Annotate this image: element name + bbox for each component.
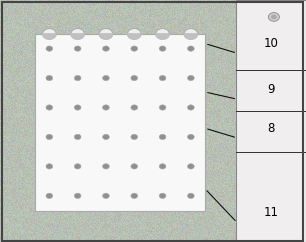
Circle shape xyxy=(188,164,194,169)
Text: 10: 10 xyxy=(263,37,278,50)
Circle shape xyxy=(188,193,194,198)
Bar xyxy=(35,34,205,211)
Circle shape xyxy=(131,76,138,81)
Circle shape xyxy=(131,105,138,110)
Circle shape xyxy=(128,29,141,39)
Polygon shape xyxy=(156,34,169,39)
Circle shape xyxy=(159,105,166,110)
Circle shape xyxy=(131,193,138,198)
Circle shape xyxy=(103,105,109,110)
Circle shape xyxy=(159,193,166,198)
Circle shape xyxy=(103,76,109,81)
Circle shape xyxy=(159,134,166,140)
Polygon shape xyxy=(43,34,56,39)
Circle shape xyxy=(103,164,109,169)
Circle shape xyxy=(103,134,109,140)
Circle shape xyxy=(131,164,138,169)
Polygon shape xyxy=(99,34,113,39)
Bar xyxy=(236,0,306,242)
Text: 8: 8 xyxy=(267,122,274,135)
Circle shape xyxy=(271,15,277,19)
Circle shape xyxy=(74,164,81,169)
Polygon shape xyxy=(71,34,84,39)
Circle shape xyxy=(159,164,166,169)
Circle shape xyxy=(99,29,113,39)
Circle shape xyxy=(74,46,81,51)
Polygon shape xyxy=(184,34,198,39)
Circle shape xyxy=(71,29,84,39)
Circle shape xyxy=(131,46,138,51)
Circle shape xyxy=(103,193,109,198)
Circle shape xyxy=(46,46,53,51)
Circle shape xyxy=(74,193,81,198)
Circle shape xyxy=(103,46,109,51)
Circle shape xyxy=(268,13,279,21)
Polygon shape xyxy=(128,34,141,39)
Circle shape xyxy=(74,76,81,81)
Circle shape xyxy=(131,134,138,140)
Circle shape xyxy=(46,134,53,140)
Circle shape xyxy=(46,105,53,110)
Circle shape xyxy=(156,29,169,39)
Circle shape xyxy=(74,105,81,110)
Circle shape xyxy=(188,105,194,110)
Text: 11: 11 xyxy=(263,206,278,219)
Circle shape xyxy=(188,134,194,140)
Circle shape xyxy=(46,193,53,198)
Circle shape xyxy=(184,29,198,39)
Circle shape xyxy=(43,29,56,39)
Circle shape xyxy=(188,46,194,51)
Text: 9: 9 xyxy=(267,83,274,96)
Circle shape xyxy=(74,134,81,140)
Circle shape xyxy=(46,164,53,169)
Circle shape xyxy=(188,76,194,81)
Circle shape xyxy=(159,46,166,51)
Circle shape xyxy=(46,76,53,81)
Circle shape xyxy=(159,76,166,81)
